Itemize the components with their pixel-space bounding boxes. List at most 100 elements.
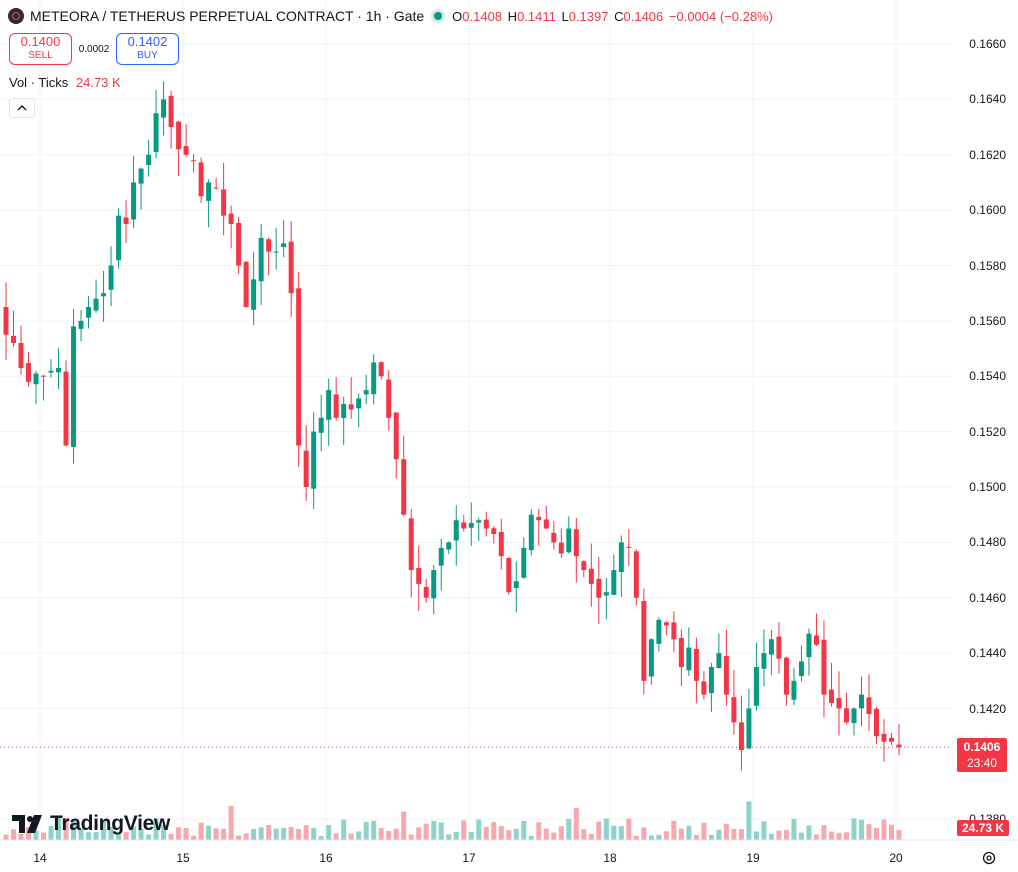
volume-bar	[221, 828, 227, 840]
candle-body	[738, 722, 744, 751]
candle-body	[288, 241, 294, 294]
candle-body	[296, 288, 302, 446]
candle-body	[108, 265, 114, 290]
candle-body	[828, 689, 834, 703]
tradingview-logo[interactable]: TradingView	[12, 812, 170, 836]
price-tick-label: 0.1640	[969, 92, 1006, 107]
volume-bar	[686, 825, 692, 840]
candle-body	[116, 215, 122, 261]
volume-bar	[123, 832, 129, 840]
candle-body	[783, 657, 789, 695]
candle-body	[798, 661, 804, 677]
volume-bar	[881, 819, 887, 840]
axis-settings-icon[interactable]	[981, 850, 997, 866]
candle-body	[806, 633, 812, 658]
candle-body	[461, 522, 467, 529]
volume-bar	[498, 825, 504, 840]
volume-bar	[176, 827, 182, 840]
candle-body	[618, 542, 624, 573]
volume-bar	[138, 828, 144, 840]
volume-bar	[491, 822, 497, 840]
volume-bar	[693, 834, 699, 840]
candle-body	[731, 697, 737, 723]
volume-bar	[371, 820, 377, 840]
buy-price: 0.1402	[127, 34, 168, 49]
volume-bar	[678, 828, 684, 840]
candle-body	[41, 375, 47, 377]
volume-bar	[41, 832, 47, 840]
volume-bar	[273, 828, 279, 840]
candle-body	[213, 187, 219, 189]
candle-body	[258, 237, 264, 282]
candle-body	[236, 222, 242, 266]
candle-body	[378, 362, 384, 377]
candle-body	[858, 694, 864, 709]
candle-body	[266, 239, 272, 252]
candle-body	[453, 520, 459, 541]
volume-bar	[461, 820, 467, 840]
volume-bar	[641, 827, 647, 840]
price-tick-label: 0.1500	[969, 480, 1006, 494]
candle-body	[588, 568, 594, 584]
volume-bar	[408, 834, 414, 840]
volume-bar	[873, 827, 879, 840]
candle-body	[416, 568, 422, 584]
volume-bar	[71, 819, 77, 840]
volume-bar	[18, 833, 24, 840]
time-tick-label: 20	[889, 851, 903, 865]
volume-legend-value: 24.73 K	[75, 75, 121, 90]
volume-bar	[783, 830, 789, 840]
buy-label: BUY	[137, 50, 158, 61]
sell-button[interactable]: 0.1400 SELL	[9, 33, 72, 65]
candle-body	[168, 95, 174, 128]
volume-bar	[191, 835, 197, 840]
candle-body	[11, 335, 17, 344]
volume-bar	[281, 827, 287, 840]
volume-bar	[146, 834, 152, 840]
candle-body	[431, 570, 437, 599]
tradingview-logo-icon	[12, 815, 42, 833]
price-tick-label: 0.1460	[969, 590, 1006, 605]
volume-legend[interactable]: Vol · Ticks 24.73 K	[9, 75, 121, 90]
candle-body	[761, 653, 767, 669]
volume-bar	[363, 821, 369, 840]
last-price-tag: 0.1406 23:40	[957, 738, 1007, 772]
price-tick-label: 0.1660	[969, 37, 1006, 51]
candle-body	[146, 154, 152, 166]
candle-body	[26, 363, 32, 382]
volume-bar	[108, 826, 114, 840]
candle-body	[303, 450, 309, 487]
buy-button[interactable]: 0.1402 BUY	[116, 33, 179, 65]
candle-body	[176, 121, 182, 150]
volume-bar	[86, 832, 92, 840]
volume-bar	[821, 825, 827, 840]
volume-bar	[386, 830, 392, 840]
candle-body	[468, 522, 474, 528]
ohlc-change: −0.0004 (−0.28%)	[668, 8, 773, 24]
candle-body	[611, 570, 617, 595]
collapse-legend-button[interactable]	[9, 98, 35, 118]
candle-body	[596, 578, 602, 598]
volume-bar	[56, 816, 62, 840]
candle-body	[558, 542, 564, 554]
symbol-legend[interactable]: METEORA / TETHERUS PERPETUAL CONTRACT · …	[8, 6, 775, 26]
candle-body	[131, 182, 137, 220]
volume-bar	[573, 807, 579, 840]
volume-bar	[476, 819, 482, 840]
spread-value: 0.0002	[78, 43, 110, 55]
price-axis[interactable]: 0.1660 0.1640 0.1620 0.1600 0.1580 0.1560 0.15…	[952, 0, 1018, 840]
candle-body	[671, 622, 677, 640]
volume-bar	[858, 819, 864, 840]
candle-body	[776, 636, 782, 659]
candle-body	[348, 404, 354, 410]
volume-bar	[723, 823, 729, 840]
candle-body	[851, 708, 857, 724]
volume-bar	[168, 833, 174, 840]
tradingview-wordmark: TradingView	[50, 812, 171, 835]
volume-bar	[611, 825, 617, 840]
volume-bar	[851, 818, 857, 840]
candle-body	[56, 367, 62, 373]
price-tick-label: 0.1520	[969, 424, 1006, 439]
candle-body	[641, 600, 647, 681]
